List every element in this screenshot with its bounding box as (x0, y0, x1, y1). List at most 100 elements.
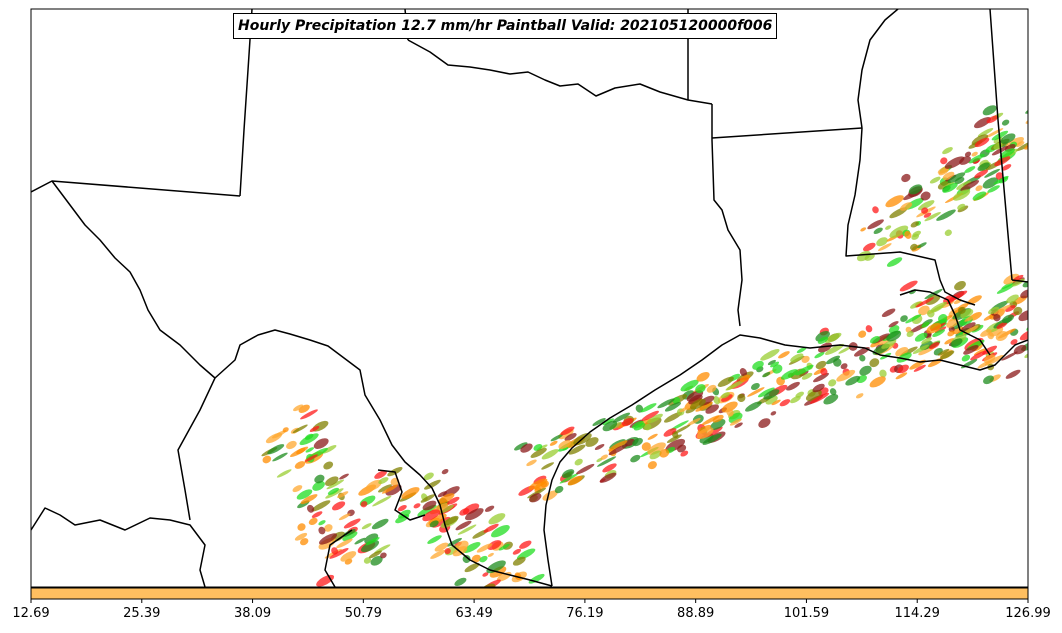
precip-blob (332, 501, 346, 511)
precip-blob (706, 384, 717, 393)
precip-blob (983, 375, 994, 385)
precip-blob (319, 533, 337, 545)
precip-blob (480, 583, 496, 587)
precip-blob (365, 479, 382, 491)
precip-blob (720, 392, 730, 399)
precip-blob (514, 442, 528, 451)
precip-blob (838, 346, 852, 354)
precip-blob (558, 439, 572, 450)
precip-blob (805, 389, 822, 402)
precip-blob (338, 513, 351, 521)
precip-blob (360, 501, 368, 508)
coast-texas (543, 334, 1028, 587)
precip-blob (942, 147, 953, 155)
precip-blob (290, 446, 309, 458)
precip-blob (877, 243, 892, 252)
precip-blob (664, 401, 682, 412)
precip-blob (824, 343, 845, 355)
precip-blob (929, 176, 941, 184)
precip-blob (820, 368, 828, 376)
precip-blob (324, 524, 333, 532)
precip-blob (326, 479, 345, 490)
precip-blob (307, 504, 315, 513)
precip-blob (960, 322, 976, 332)
precip-blob (1001, 164, 1012, 171)
precip-blob (641, 442, 651, 451)
precip-blob (929, 342, 940, 350)
border-mx-2 (31, 507, 206, 587)
precip-blob (812, 383, 825, 393)
precip-blob (318, 520, 326, 526)
precip-blob (1039, 280, 1056, 293)
precip-blob (695, 401, 713, 412)
precip-blob (327, 487, 339, 495)
precip-blob (947, 172, 966, 184)
precip-blob (771, 399, 781, 406)
precip-blob (1046, 366, 1062, 378)
precip-blob (397, 504, 407, 512)
precip-blob (817, 336, 829, 344)
precip-blob (886, 330, 902, 342)
colorbar-tick-label: 114.29 (894, 606, 940, 621)
precip-blob (282, 427, 289, 433)
precip-blob (385, 484, 402, 496)
colorbar-tick-label: 126.99 (1005, 606, 1051, 621)
precip-blob (308, 517, 318, 525)
precip-blob (542, 490, 558, 501)
precip-blob (900, 315, 908, 322)
precip-blob (608, 440, 628, 452)
precip-blob (354, 537, 366, 545)
precip-blob (594, 444, 605, 450)
precip-blob (640, 403, 657, 413)
precip-blob (690, 398, 706, 410)
precip-blob (378, 484, 392, 493)
precip-blob (996, 283, 1016, 294)
precip-blob (329, 548, 349, 559)
precip-blob (276, 469, 292, 478)
precip-blob (1020, 289, 1028, 299)
precip-blob (932, 329, 945, 338)
precip-blob (752, 360, 764, 370)
precip-blob (966, 295, 982, 305)
precip-blob (721, 394, 733, 402)
precip-blob (381, 484, 398, 494)
colorbar-tick-label: 50.79 (344, 606, 382, 621)
precip-blob (734, 422, 743, 428)
precip-blob (1001, 119, 1010, 126)
precip-blob (541, 449, 559, 460)
precip-blob (1018, 310, 1028, 322)
precip-blob (790, 353, 804, 363)
precip-blob (420, 494, 435, 503)
precip-blob (649, 450, 662, 460)
precip-blob (911, 233, 920, 240)
precip-blob (705, 404, 719, 414)
precip-blob (920, 191, 931, 201)
precip-blob (663, 411, 683, 423)
precip-blob (993, 314, 1001, 322)
precip-blob (915, 297, 935, 308)
precip-blob (995, 331, 1008, 341)
precip-blob (443, 515, 459, 526)
precip-blob (964, 313, 979, 322)
precip-blob (881, 308, 896, 318)
precip-blob (1013, 306, 1023, 316)
colorbar-tick-label: 38.09 (233, 606, 272, 621)
precip-blob (434, 542, 449, 552)
precip-blob (512, 556, 526, 566)
precip-blob (1001, 351, 1018, 361)
precip-blob (712, 414, 724, 423)
precip-blob (968, 153, 985, 164)
precip-blob (717, 376, 734, 387)
precip-blob (337, 491, 349, 498)
precip-blob (602, 463, 617, 473)
precip-blob (921, 322, 930, 328)
precip-blob (340, 551, 357, 562)
border-mx-1 (177, 377, 216, 521)
precip-blob (924, 211, 941, 222)
precip-blob (1016, 140, 1028, 152)
precip-blob (912, 344, 929, 355)
precip-blob (602, 418, 615, 426)
precip-blob (897, 364, 909, 374)
precip-blob (859, 354, 866, 362)
